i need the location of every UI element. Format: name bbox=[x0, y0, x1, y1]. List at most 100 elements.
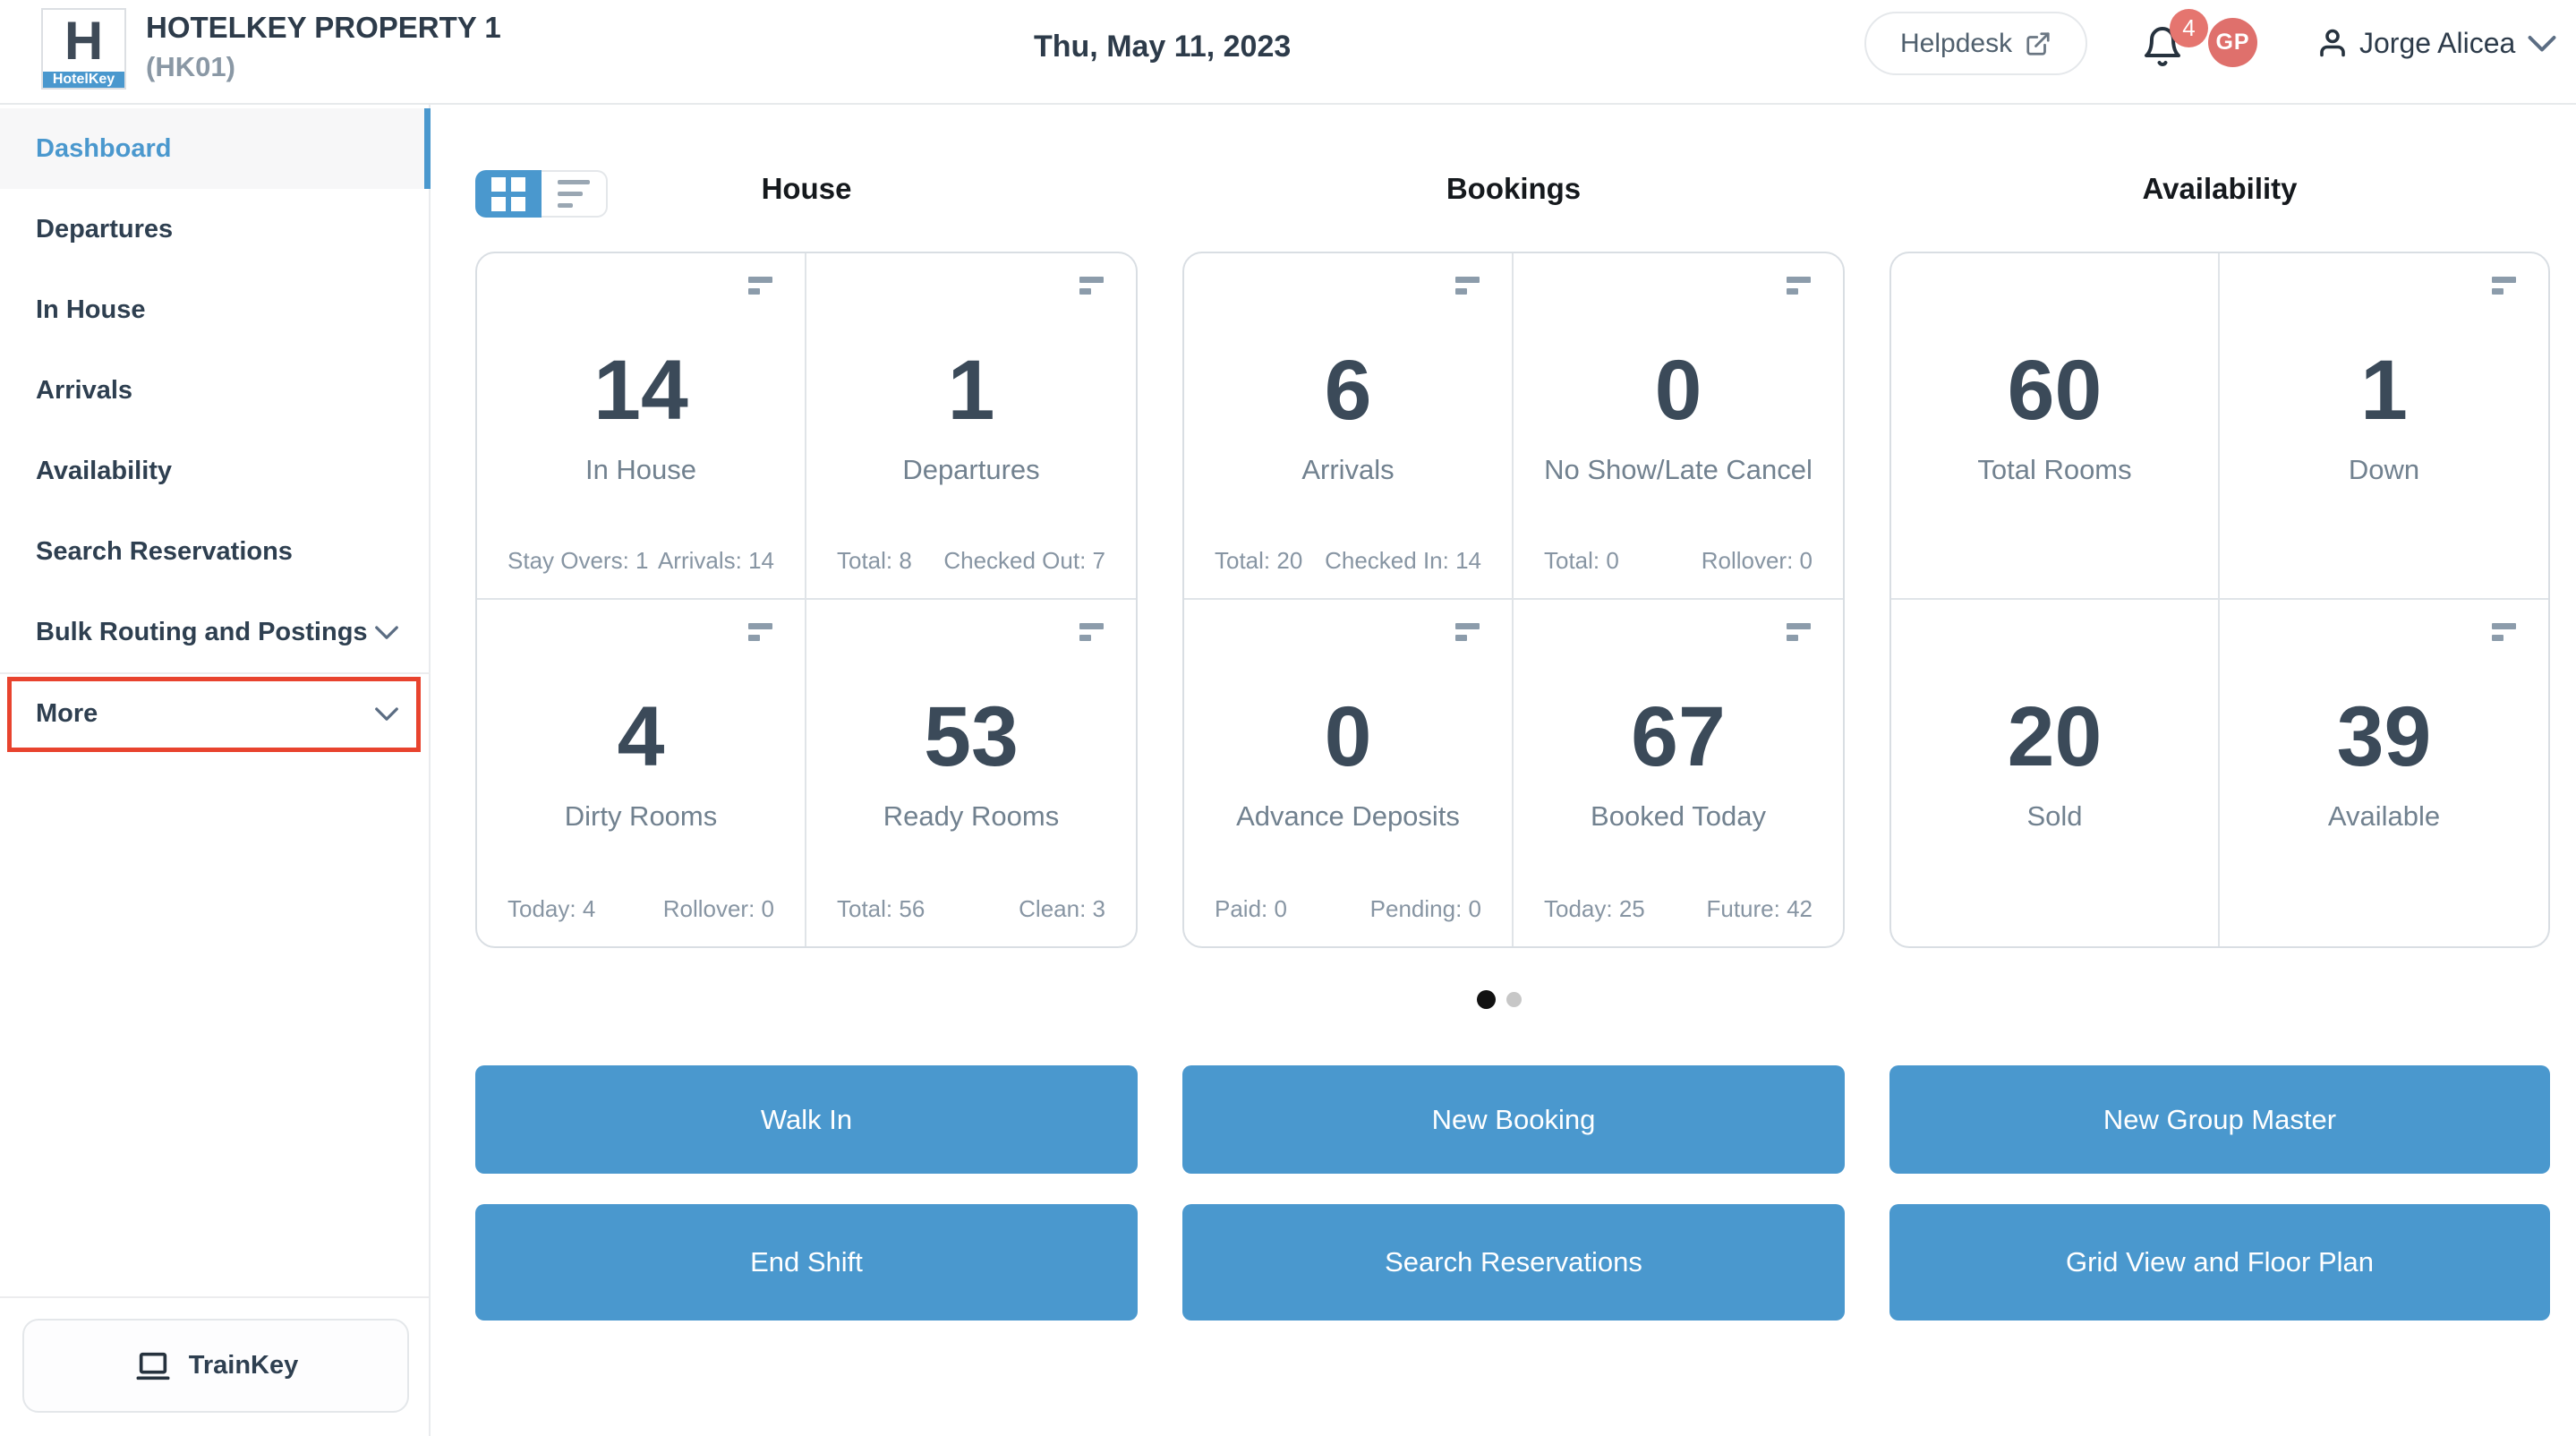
stat-label: No Show/Late Cancel bbox=[1544, 454, 1813, 485]
sidebar-item-more[interactable]: More bbox=[0, 672, 431, 753]
stat-label: Advance Deposits bbox=[1236, 800, 1460, 832]
card-arrivals[interactable]: 6 Arrivals Total: 20 Checked In: 14 bbox=[1184, 253, 1514, 600]
stat-right: Future: 42 bbox=[1706, 895, 1813, 922]
stat-value: 4 bbox=[617, 689, 665, 784]
card-menu-icon[interactable] bbox=[1455, 623, 1480, 641]
card-menu-icon[interactable] bbox=[2492, 623, 2516, 641]
property-code: (HK01) bbox=[146, 51, 235, 82]
page-dot[interactable] bbox=[1506, 992, 1522, 1007]
card-menu-icon[interactable] bbox=[1079, 623, 1104, 641]
property-name: HOTELKEY PROPERTY 1 bbox=[146, 11, 501, 44]
sidebar-nav: Dashboard Departures In House Arrivals A… bbox=[0, 108, 431, 753]
grid-view-floor-plan-button[interactable]: Grid View and Floor Plan bbox=[1889, 1204, 2550, 1321]
sidebar-item-departures[interactable]: Departures bbox=[0, 189, 431, 269]
bookings-panel: 6 Arrivals Total: 20 Checked In: 14 0 No… bbox=[1182, 252, 1845, 948]
sidebar-item-in-house[interactable]: In House bbox=[0, 269, 431, 350]
sidebar-item-label: Arrivals bbox=[36, 375, 133, 405]
stat-label: In House bbox=[584, 454, 697, 485]
card-booked-today[interactable]: 67 Booked Today Today: 25 Future: 42 bbox=[1514, 600, 1843, 946]
stat-right: Pending: 0 bbox=[1369, 895, 1481, 922]
card-advance-deposits[interactable]: 0 Advance Deposits Paid: 0 Pending: 0 bbox=[1184, 600, 1514, 946]
avatar[interactable]: GP bbox=[2208, 18, 2257, 67]
search-reservations-button[interactable]: Search Reservations bbox=[1182, 1204, 1845, 1321]
stat-label: Total Rooms bbox=[1977, 454, 2132, 485]
stat-left: Total: 0 bbox=[1544, 547, 1619, 574]
stat-right: Checked Out: 7 bbox=[943, 547, 1105, 574]
new-booking-button[interactable]: New Booking bbox=[1182, 1065, 1845, 1174]
grid-icon bbox=[491, 176, 525, 211]
card-menu-icon[interactable] bbox=[1455, 277, 1480, 295]
new-group-master-button[interactable]: New Group Master bbox=[1889, 1065, 2550, 1174]
card-departures[interactable]: 1 Departures Total: 8 Checked Out: 7 bbox=[806, 253, 1136, 600]
active-indicator bbox=[424, 108, 431, 189]
card-down[interactable]: 1 Down bbox=[2220, 253, 2548, 600]
list-view-toggle[interactable] bbox=[542, 170, 608, 218]
laptop-icon bbox=[136, 1352, 170, 1380]
logo-letter: H bbox=[64, 11, 104, 71]
card-menu-icon[interactable] bbox=[748, 623, 772, 641]
trainkey-label: TrainKey bbox=[188, 1351, 299, 1380]
sidebar-item-search-reservations[interactable]: Search Reservations bbox=[0, 511, 431, 592]
sidebar-item-arrivals[interactable]: Arrivals bbox=[0, 350, 431, 431]
stat-left: Paid: 0 bbox=[1215, 895, 1287, 922]
sidebar-item-label: Search Reservations bbox=[36, 536, 293, 566]
sidebar-divider bbox=[0, 1296, 429, 1298]
trainkey-button[interactable]: TrainKey bbox=[22, 1319, 409, 1413]
stat-value: 53 bbox=[924, 689, 1019, 784]
bell-icon bbox=[2145, 27, 2180, 66]
chevron-down-icon bbox=[373, 624, 400, 640]
stat-value: 0 bbox=[1324, 689, 1372, 784]
card-menu-icon[interactable] bbox=[1787, 623, 1811, 641]
sidebar-item-label: Dashboard bbox=[36, 133, 172, 163]
grid-view-toggle[interactable] bbox=[475, 170, 542, 218]
stat-label: Available bbox=[2327, 800, 2441, 832]
stat-value: 39 bbox=[2336, 689, 2432, 784]
stat-right: Clean: 3 bbox=[1019, 895, 1105, 922]
stat-value: 1 bbox=[947, 343, 995, 438]
user-menu[interactable]: Jorge Alicea bbox=[2316, 25, 2558, 61]
notifications-button[interactable]: 4 bbox=[2141, 9, 2213, 91]
card-menu-icon[interactable] bbox=[2492, 277, 2516, 295]
card-menu-icon[interactable] bbox=[1787, 277, 1811, 295]
card-menu-icon[interactable] bbox=[1079, 277, 1104, 295]
card-available[interactable]: 39 Available bbox=[2220, 600, 2548, 946]
sidebar-item-availability[interactable]: Availability bbox=[0, 431, 431, 511]
stat-value: 20 bbox=[2007, 689, 2103, 784]
stat-left: Total: 8 bbox=[837, 547, 912, 574]
stat-value: 67 bbox=[1631, 689, 1726, 784]
stat-value: 1 bbox=[2360, 343, 2408, 438]
card-total-rooms[interactable]: 60 Total Rooms bbox=[1891, 253, 2220, 600]
stat-label: Down bbox=[2348, 454, 2420, 485]
stat-label: Booked Today bbox=[1591, 800, 1766, 832]
helpdesk-label: Helpdesk bbox=[1900, 28, 2013, 58]
sidebar-item-label: More bbox=[36, 698, 98, 728]
stat-left: Today: 25 bbox=[1544, 895, 1645, 922]
stat-left: Total: 56 bbox=[837, 895, 925, 922]
stat-label: Departures bbox=[902, 454, 1040, 485]
card-dirty-rooms[interactable]: 4 Dirty Rooms Today: 4 Rollover: 0 bbox=[477, 600, 806, 946]
stat-value: 6 bbox=[1324, 343, 1372, 438]
sidebar-item-label: Departures bbox=[36, 214, 174, 244]
stat-right: Checked In: 14 bbox=[1325, 547, 1481, 574]
chevron-down-icon bbox=[2528, 36, 2556, 52]
stat-right: Rollover: 0 bbox=[1701, 547, 1813, 574]
page-dot-active[interactable] bbox=[1477, 990, 1496, 1009]
card-sold[interactable]: 20 Sold bbox=[1891, 600, 2220, 946]
section-title-house: House bbox=[761, 172, 852, 205]
sidebar-item-bulk-routing[interactable]: Bulk Routing and Postings bbox=[0, 592, 431, 672]
top-header: H HotelKey HOTELKEY PROPERTY 1 (HK01) Th… bbox=[0, 0, 2576, 105]
sidebar-item-label: Bulk Routing and Postings bbox=[36, 617, 368, 646]
walk-in-button[interactable]: Walk In bbox=[475, 1065, 1138, 1174]
end-shift-button[interactable]: End Shift bbox=[475, 1204, 1138, 1321]
card-in-house[interactable]: 14 In House Stay Overs: 1 Arrivals: 14 bbox=[477, 253, 806, 600]
view-toggle bbox=[475, 170, 608, 218]
card-ready-rooms[interactable]: 53 Ready Rooms Total: 56 Clean: 3 bbox=[806, 600, 1136, 946]
stat-right: Rollover: 0 bbox=[662, 895, 774, 922]
current-date: Thu, May 11, 2023 bbox=[1034, 30, 1292, 64]
card-no-show[interactable]: 0 No Show/Late Cancel Total: 0 Rollover:… bbox=[1514, 253, 1843, 600]
sidebar: Dashboard Departures In House Arrivals A… bbox=[0, 103, 431, 1436]
card-menu-icon[interactable] bbox=[748, 277, 772, 295]
helpdesk-button[interactable]: Helpdesk bbox=[1864, 12, 2088, 75]
availability-panel: 60 Total Rooms 1 Down 20 Sold 39 Availab… bbox=[1889, 252, 2550, 948]
sidebar-item-dashboard[interactable]: Dashboard bbox=[0, 108, 431, 189]
